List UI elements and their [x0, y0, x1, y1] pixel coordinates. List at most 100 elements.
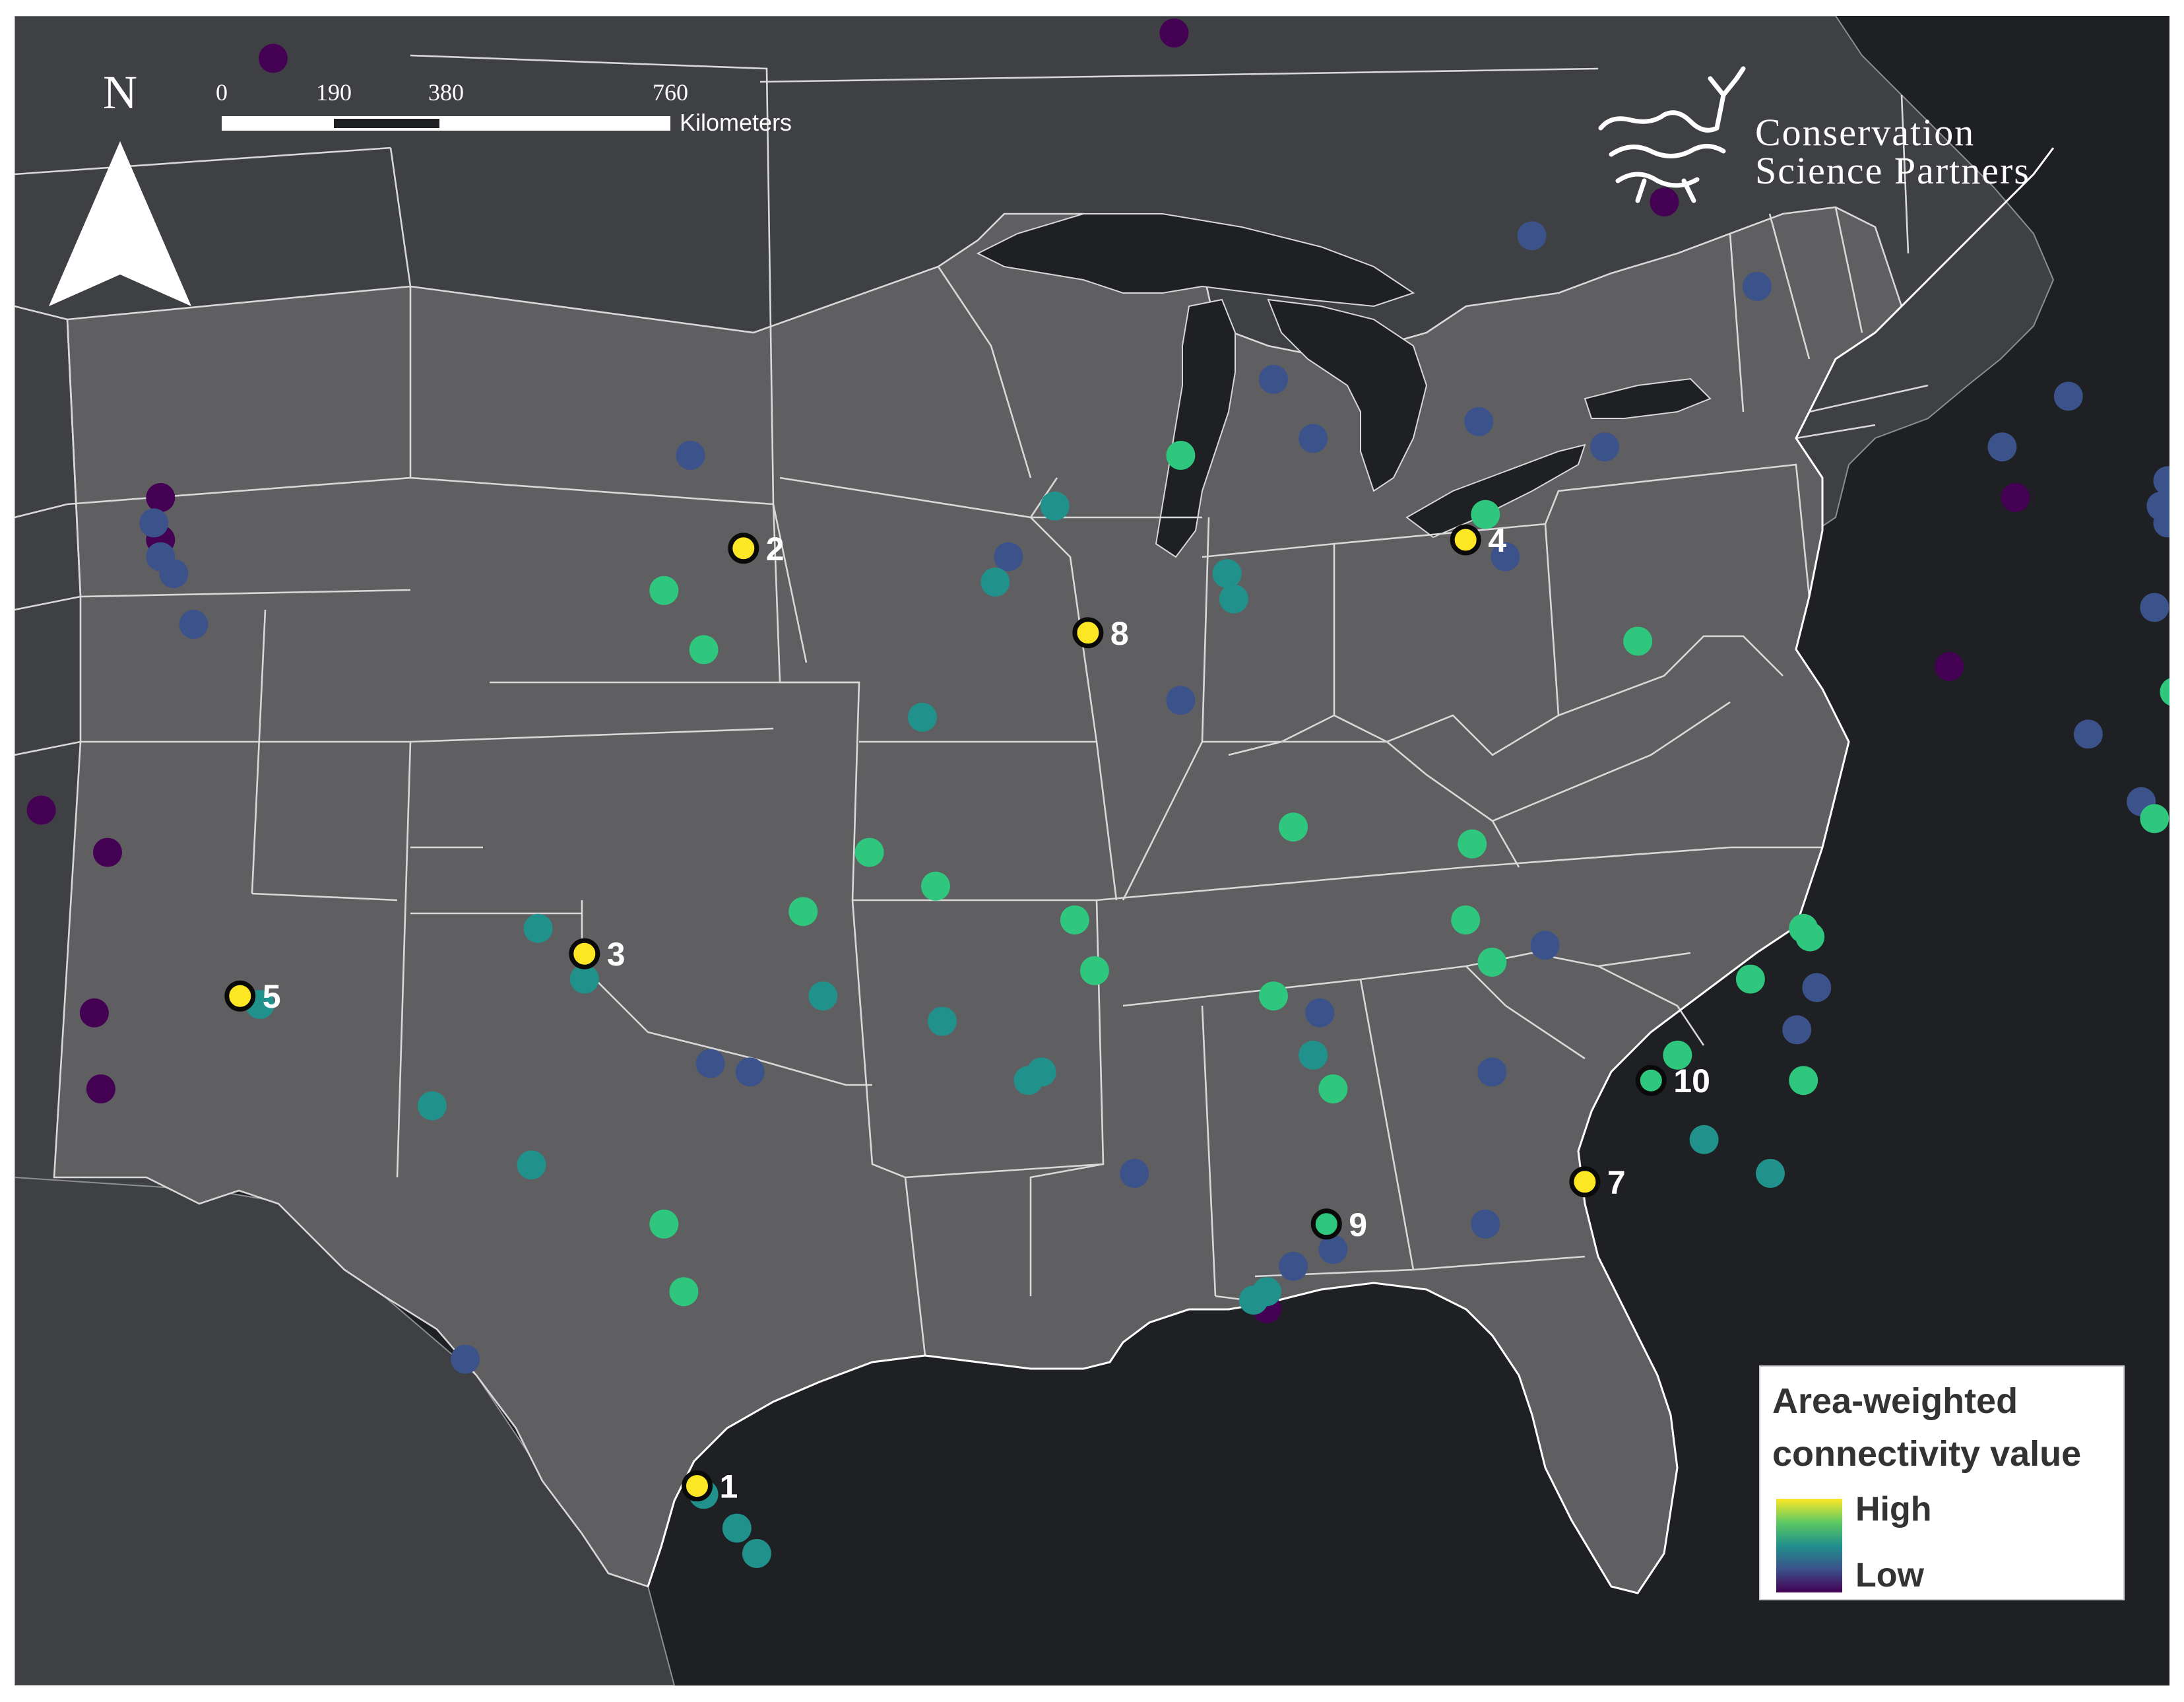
labeled-site-4[interactable]: 4: [1450, 522, 1506, 559]
labeled-site-marker[interactable]: [1450, 524, 1481, 556]
site-point[interactable]: [417, 1091, 447, 1121]
site-point[interactable]: [146, 483, 176, 512]
site-point[interactable]: [1471, 500, 1500, 529]
site-point[interactable]: [1517, 221, 1547, 251]
site-point[interactable]: [649, 575, 679, 605]
site-point[interactable]: [735, 1057, 765, 1087]
site-point[interactable]: [1663, 1040, 1692, 1070]
labeled-site-marker[interactable]: [224, 980, 256, 1012]
map-frame[interactable]: 0 190 380 760 Kilometers N Conservation …: [15, 16, 2169, 1686]
site-point[interactable]: [1079, 956, 1109, 985]
site-point[interactable]: [1299, 424, 1328, 453]
labeled-site-marker[interactable]: [728, 533, 759, 564]
site-point[interactable]: [695, 1049, 725, 1078]
site-point[interactable]: [1756, 1159, 1785, 1188]
site-point[interactable]: [1789, 1066, 1818, 1096]
site-point[interactable]: [1795, 922, 1825, 952]
labeled-site-marker[interactable]: [682, 1470, 713, 1502]
site-point[interactable]: [1735, 964, 1765, 994]
site-point[interactable]: [1477, 1057, 1507, 1087]
site-point[interactable]: [26, 795, 56, 825]
site-point[interactable]: [2001, 483, 2030, 512]
site-point[interactable]: [1279, 1251, 1308, 1281]
site-point[interactable]: [79, 998, 109, 1028]
site-point[interactable]: [1590, 432, 1619, 462]
site-point[interactable]: [1166, 441, 1196, 470]
site-point[interactable]: [1027, 1057, 1056, 1087]
site-point[interactable]: [808, 981, 838, 1011]
site-point[interactable]: [742, 1539, 771, 1568]
site-point[interactable]: [1742, 272, 1772, 301]
labeled-site-10[interactable]: 10: [1635, 1063, 1710, 1099]
site-point[interactable]: [1318, 1235, 1348, 1264]
site-point[interactable]: [1471, 1209, 1500, 1239]
labeled-site-2[interactable]: 2: [728, 531, 785, 568]
site-point[interactable]: [517, 1150, 546, 1180]
labeled-site-7[interactable]: 7: [1569, 1164, 1626, 1201]
site-point[interactable]: [2073, 719, 2103, 749]
site-point[interactable]: [994, 542, 1023, 572]
site-point[interactable]: [1451, 905, 1481, 934]
site-point[interactable]: [1212, 559, 1242, 589]
site-point[interactable]: [928, 1006, 957, 1036]
site-point[interactable]: [159, 559, 189, 589]
site-point[interactable]: [649, 1209, 679, 1239]
site-point[interactable]: [1458, 829, 1487, 859]
site-point[interactable]: [1060, 905, 1089, 934]
site-point[interactable]: [86, 1074, 115, 1103]
site-point[interactable]: [788, 897, 818, 927]
labeled-site-marker[interactable]: [1310, 1208, 1342, 1240]
site-point[interactable]: [921, 871, 950, 901]
site-point[interactable]: [1987, 432, 2017, 462]
site-point[interactable]: [1464, 407, 1494, 436]
site-point[interactable]: [1318, 1074, 1348, 1103]
labeled-site-marker[interactable]: [1635, 1064, 1667, 1096]
site-point[interactable]: [1491, 542, 1520, 572]
site-point[interactable]: [93, 837, 122, 867]
site-point[interactable]: [2146, 491, 2169, 521]
labeled-site-marker[interactable]: [1072, 617, 1104, 649]
site-point[interactable]: [1259, 364, 1288, 394]
site-point[interactable]: [676, 441, 705, 470]
site-point[interactable]: [569, 964, 599, 994]
site-point[interactable]: [1477, 948, 1507, 977]
site-point[interactable]: [1299, 1040, 1328, 1070]
site-point[interactable]: [689, 635, 719, 665]
labeled-site-8[interactable]: 8: [1072, 615, 1129, 652]
site-point[interactable]: [1259, 981, 1288, 1011]
site-point[interactable]: [1623, 626, 1653, 656]
site-point[interactable]: [1120, 1159, 1149, 1188]
labeled-site-1[interactable]: 1: [682, 1468, 738, 1505]
site-point[interactable]: [669, 1277, 699, 1307]
site-point[interactable]: [2160, 677, 2169, 706]
site-point[interactable]: [2140, 804, 2169, 834]
site-point[interactable]: [1238, 1286, 1268, 1315]
site-point[interactable]: [2053, 381, 2083, 411]
site-point[interactable]: [259, 44, 288, 73]
labeled-site-9[interactable]: 9: [1310, 1206, 1367, 1243]
labeled-site-3[interactable]: 3: [569, 936, 626, 973]
site-point[interactable]: [980, 568, 1010, 597]
site-point[interactable]: [1935, 652, 1964, 681]
site-point[interactable]: [139, 508, 169, 538]
site-point[interactable]: [1689, 1125, 1719, 1154]
site-point[interactable]: [1219, 584, 1248, 614]
labeled-site-5[interactable]: 5: [224, 978, 281, 1015]
site-point[interactable]: [2140, 593, 2169, 622]
site-point[interactable]: [1279, 812, 1308, 842]
site-point[interactable]: [523, 913, 553, 943]
site-point[interactable]: [1040, 491, 1070, 521]
site-point[interactable]: [451, 1344, 480, 1374]
site-point[interactable]: [2153, 466, 2169, 496]
site-point[interactable]: [1166, 686, 1196, 715]
site-point[interactable]: [1802, 973, 1832, 1002]
site-point[interactable]: [907, 702, 937, 732]
site-point[interactable]: [1305, 998, 1335, 1028]
site-point[interactable]: [1159, 18, 1189, 48]
site-point[interactable]: [1650, 187, 1679, 216]
labeled-site-marker[interactable]: [569, 938, 600, 969]
labeled-site-marker[interactable]: [1569, 1166, 1601, 1198]
site-point[interactable]: [1530, 931, 1560, 960]
site-point[interactable]: [179, 610, 209, 639]
site-point[interactable]: [854, 837, 884, 867]
